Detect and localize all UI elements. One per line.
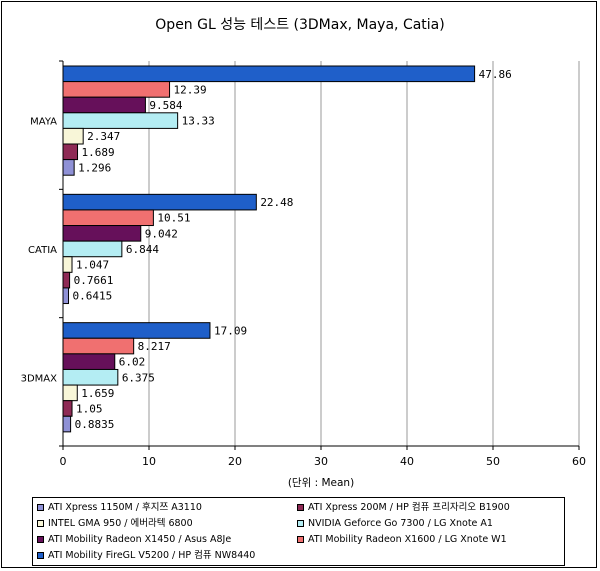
bar — [62, 96, 146, 114]
bar — [62, 353, 116, 370]
data-label: 10.51 — [157, 212, 190, 225]
data-label: 1.047 — [76, 259, 109, 272]
legend-label: ATI Mobility FireGL V5200 / HP 컴퓨 NW8440 — [48, 550, 256, 561]
legend: ATI Xpress 1150M / 후지쯔 A3110 ATI Xpress 2… — [32, 497, 565, 566]
bar — [62, 81, 171, 98]
data-label: 1.296 — [78, 161, 111, 174]
category-label: CATIA — [28, 245, 57, 256]
bar — [62, 225, 142, 242]
data-label: 13.33 — [182, 115, 215, 128]
bar — [62, 240, 123, 258]
data-label: 1.689 — [82, 146, 115, 159]
bar — [62, 271, 71, 289]
bar — [62, 159, 75, 176]
bar — [62, 322, 211, 339]
legend-swatch — [297, 504, 304, 511]
legend-label: INTEL GMA 950 / 에버라텍 6800 — [48, 518, 193, 529]
legend-label: ATI Mobility Radeon X1450 / Asus A8Je — [48, 534, 232, 545]
chart-title: Open GL 성능 테스트 (3DMax, Maya, Catia) — [155, 17, 445, 33]
legend-swatch — [37, 552, 44, 559]
data-label: 1.659 — [81, 387, 114, 400]
data-label: 1.05 — [76, 402, 103, 415]
x-tick-label: 30 — [314, 455, 328, 468]
legend-swatch — [37, 504, 44, 511]
legend-swatch — [37, 536, 44, 543]
x-tick-label: 60 — [572, 455, 586, 468]
bar — [62, 209, 154, 227]
category-label: 3DMAX — [21, 373, 58, 384]
category-label: MAYA — [30, 117, 57, 128]
x-tick-label: 50 — [486, 455, 500, 468]
legend-label: NVIDIA Geforce Go 7300 / LG Xnote A1 — [308, 518, 493, 529]
data-label: 0.8835 — [75, 418, 115, 431]
bar — [62, 287, 70, 305]
bar — [62, 65, 476, 83]
bar — [62, 384, 78, 402]
data-label: 6.844 — [126, 243, 159, 256]
x-tick-label: 20 — [228, 455, 242, 468]
bar — [62, 337, 135, 355]
data-label: 0.6415 — [73, 290, 113, 303]
bar — [62, 400, 73, 417]
bar — [62, 193, 257, 211]
axes: 0 10 20 30 40 50 60 (단위 : Mean) MAYA CATIA 3DMAX — [21, 60, 586, 489]
data-label: 8.217 — [138, 340, 171, 353]
data-label: 9.042 — [145, 227, 178, 240]
data-label: 17.09 — [214, 324, 247, 337]
bar — [62, 256, 73, 273]
legend-label: ATI Mobility Radeon X1600 / LG Xnote W1 — [308, 534, 507, 545]
data-label: 47.86 — [479, 68, 512, 81]
x-tick-label: 10 — [142, 455, 156, 468]
data-label: 9.584 — [149, 99, 182, 112]
legend-swatch — [297, 520, 304, 527]
bar — [62, 415, 72, 433]
x-axis-title: (단위 : Mean) — [288, 476, 354, 489]
legend-label: ATI Xpress 200M / HP 컴퓨 프리자리오 B1900 — [308, 502, 510, 513]
data-label: 22.48 — [260, 196, 293, 209]
data-label: 12.39 — [174, 83, 207, 96]
legend-swatch — [297, 536, 304, 543]
data-label: 0.7661 — [74, 274, 114, 287]
x-tick-label: 40 — [400, 455, 414, 468]
legend-swatch — [37, 520, 44, 527]
bar — [62, 112, 179, 129]
bar — [62, 127, 84, 145]
x-tick-label: 0 — [60, 455, 67, 468]
legend-label: ATI Xpress 1150M / 후지쯔 A3110 — [48, 502, 202, 513]
data-label: 6.02 — [119, 356, 146, 369]
bar — [62, 143, 79, 161]
bar — [62, 368, 119, 386]
data-label: 6.375 — [122, 371, 155, 384]
data-label: 2.347 — [87, 130, 120, 143]
